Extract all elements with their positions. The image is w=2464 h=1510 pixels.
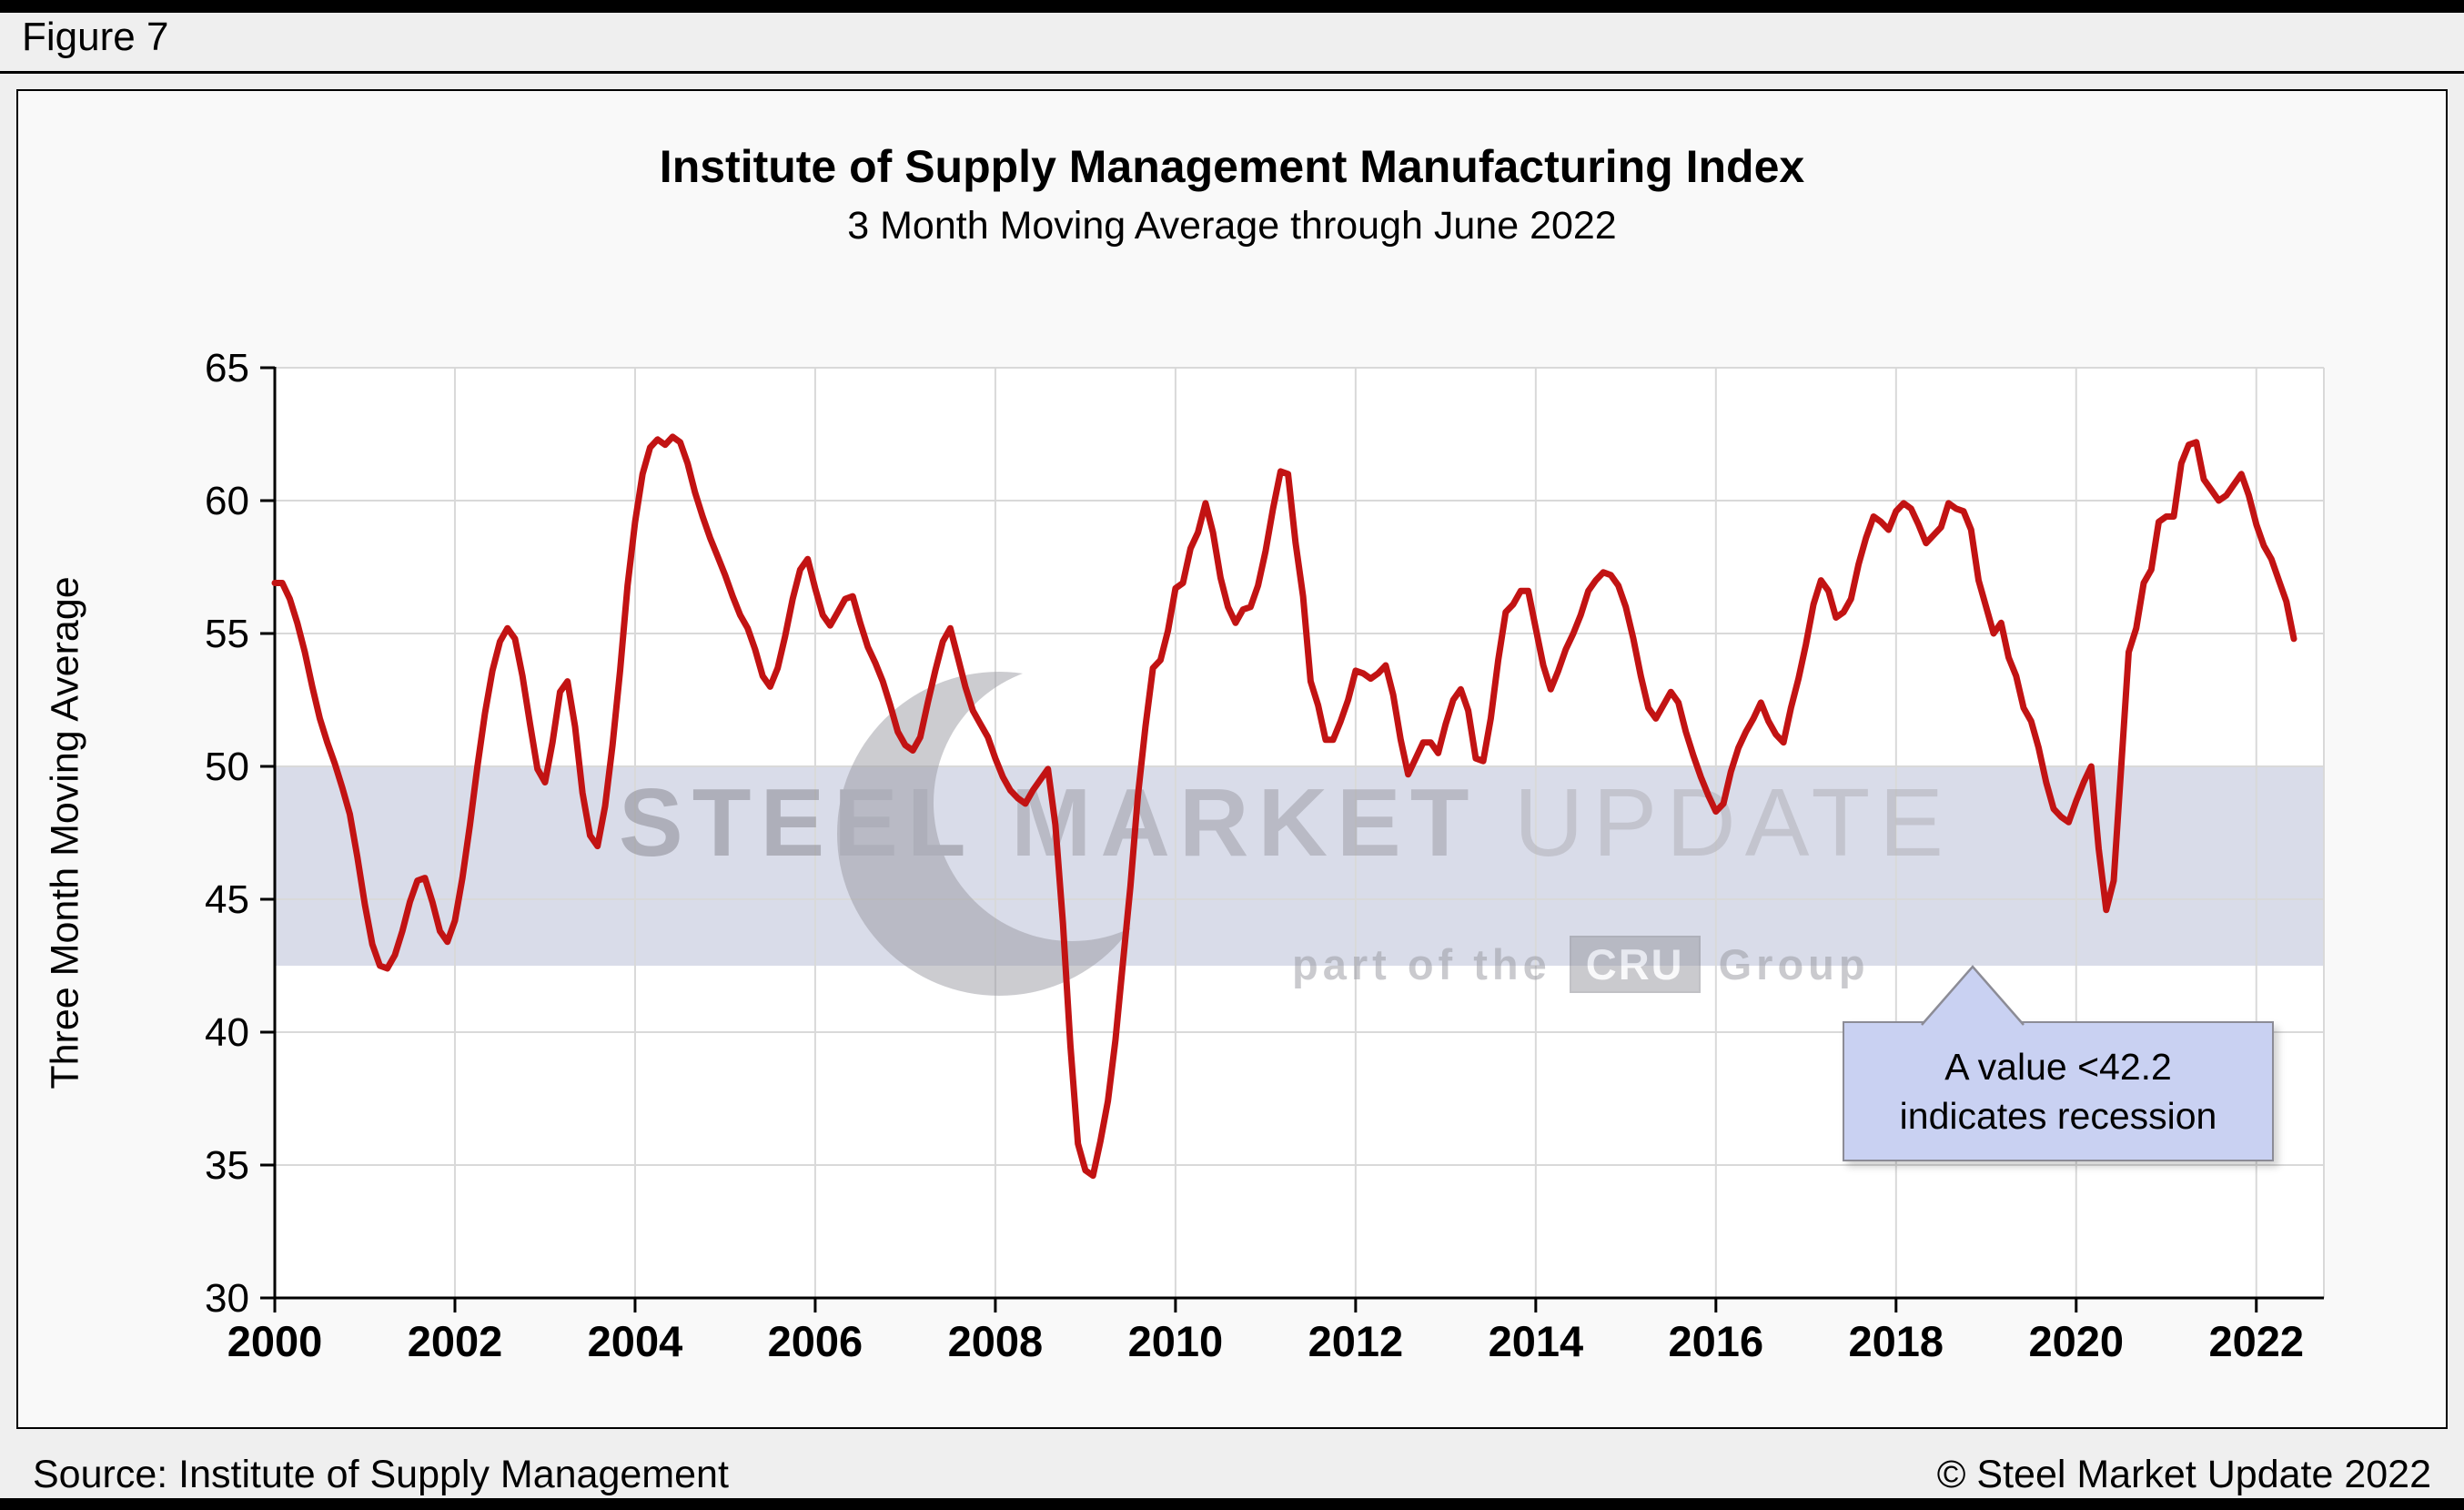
watermark-crescent-logo-icon bbox=[817, 652, 1181, 1016]
chart-title: Institute of Supply Management Manufactu… bbox=[659, 141, 1805, 192]
x-tick-label: 2002 bbox=[408, 1317, 503, 1365]
y-tick-label: 45 bbox=[205, 877, 249, 922]
x-tick-label: 2012 bbox=[1308, 1317, 1404, 1365]
x-tick-label: 2018 bbox=[1849, 1317, 1944, 1365]
watermark-word-update: UPDATE bbox=[1513, 769, 1954, 877]
y-tick-label: 30 bbox=[205, 1276, 249, 1321]
x-tick-label: 2010 bbox=[1128, 1317, 1224, 1365]
copyright-note: © Steel Market Update 2022 bbox=[1936, 1453, 2431, 1496]
x-tick-label: 2000 bbox=[227, 1317, 323, 1365]
figure-label: Figure 7 bbox=[22, 15, 169, 59]
x-tick-label: 2020 bbox=[2028, 1317, 2124, 1365]
y-tick-label: 60 bbox=[205, 479, 249, 523]
watermark-tagline-suffix: Group bbox=[1718, 940, 1870, 988]
x-tick-label: 2006 bbox=[768, 1317, 863, 1365]
y-tick-label: 35 bbox=[205, 1143, 249, 1188]
watermark-tagline-prefix: part of the bbox=[1292, 940, 1551, 988]
x-tick-label: 2016 bbox=[1669, 1317, 1764, 1365]
y-tick-label: 55 bbox=[205, 612, 249, 656]
annotation-line2: indicates recession bbox=[1899, 1095, 2217, 1137]
annotation-pointer-icon bbox=[1921, 965, 2025, 1026]
chart-panel: Institute of Supply Management Manufactu… bbox=[16, 89, 2448, 1429]
source-note: Source: Institute of Supply Management bbox=[33, 1453, 729, 1496]
annotation-line1: A value <42.2 bbox=[1944, 1045, 2172, 1088]
x-tick-label: 2022 bbox=[2208, 1317, 2304, 1365]
watermark: STEEL MARKET UPDATE part of the CRU Grou… bbox=[18, 91, 2446, 1427]
header-divider bbox=[0, 71, 2464, 74]
x-tick-label: 2014 bbox=[1489, 1317, 1584, 1365]
footer: Source: Institute of Supply Management ©… bbox=[33, 1453, 2431, 1497]
cru-logo-box: CRU bbox=[1569, 936, 1701, 993]
watermark-word-steel: STEEL bbox=[619, 769, 975, 877]
recession-band bbox=[275, 766, 2324, 966]
y-tick-label: 50 bbox=[205, 745, 249, 789]
y-tick-label: 65 bbox=[205, 346, 249, 390]
recession-annotation: A value <42.2 indicates recession bbox=[1843, 1021, 2274, 1161]
chart-subtitle: 3 Month Moving Average through June 2022 bbox=[847, 204, 1617, 248]
watermark-brand-text: STEEL MARKET UPDATE bbox=[619, 768, 1944, 878]
x-tick-label: 2004 bbox=[588, 1317, 683, 1365]
y-axis-title: Three Month Moving Average bbox=[43, 576, 87, 1089]
y-tick-label: 40 bbox=[205, 1010, 249, 1055]
top-border-bar bbox=[0, 0, 2464, 13]
x-tick-label: 2008 bbox=[948, 1317, 1044, 1365]
watermark-word-market: MARKET bbox=[1011, 769, 1479, 877]
watermark-tagline: part of the CRU Group bbox=[1292, 936, 1870, 993]
chart-axes-layer: 30 35 40 45 50 55 60 65 2000 2002 2004 2006 2008 2010… bbox=[205, 346, 2325, 1365]
bottom-border-bar bbox=[0, 1498, 2464, 1510]
chart-line-layer bbox=[271, 433, 2297, 1180]
